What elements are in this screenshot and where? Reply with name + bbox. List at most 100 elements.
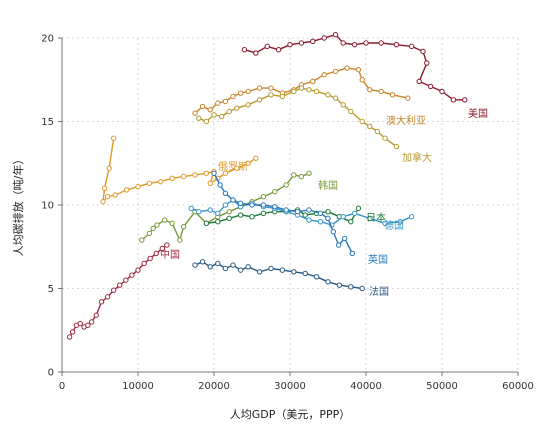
data-point [226,208,232,215]
data-point [367,87,373,93]
data-point [424,60,430,66]
data-point [325,279,331,285]
data-point [367,215,373,222]
data-point [245,102,251,108]
data-point [382,135,388,141]
data-point [408,213,415,220]
x-tick-label: 0 [59,381,65,392]
data-point [241,46,248,53]
data-point [416,78,422,85]
series-label: 法国 [369,285,389,298]
data-point [150,225,156,232]
y-tick-label: 20 [41,34,54,45]
data-point [268,85,274,91]
data-point [188,205,194,212]
series-label: 日本 [366,211,386,224]
data-point [169,220,175,227]
data-point [101,185,108,192]
x-tick-label: 40000 [350,381,382,392]
data-point [253,50,259,56]
data-point [207,107,213,113]
data-point [351,41,358,48]
data-point [85,322,91,328]
data-point [169,175,175,181]
data-point [340,102,346,108]
data-point [104,294,111,300]
data-point [268,265,274,272]
data-point [344,65,350,71]
series-label: 美国 [468,107,488,120]
data-point [275,46,282,53]
series-label: 俄罗斯 [218,160,248,173]
x-tick-label: 30000 [274,381,306,392]
data-point [306,170,312,176]
data-point [147,255,153,262]
data-point [306,207,312,213]
data-point [207,180,213,186]
data-point [397,219,403,225]
series-label: 韩国 [318,179,338,192]
data-point [355,67,362,73]
x-tick-label: 50000 [426,381,458,392]
data-point [77,320,83,327]
data-point [217,182,223,188]
data-point [192,110,198,116]
data-point [106,165,112,171]
series-label: 加拿大 [402,151,432,164]
data-point [135,183,141,190]
data-point [272,188,278,195]
data-point [378,40,384,46]
data-point [359,77,365,83]
series-label: 澳大利亚 [386,114,426,127]
data-point [234,165,240,171]
data-point [203,220,210,227]
data-point [66,334,73,340]
data-point [222,98,229,105]
data-point [367,123,373,130]
data-point [260,210,267,217]
data-point [298,173,305,180]
data-point [100,198,106,205]
data-point [342,235,348,242]
data-point [69,329,76,335]
data-point [405,95,411,101]
data-point [159,245,166,252]
data-point [245,88,251,95]
data-point [335,242,342,248]
data-point [393,41,400,48]
data-point [215,210,221,217]
data-point [332,95,339,101]
y-tick-label: 0 [48,368,54,379]
data-point [93,312,99,318]
data-point [218,113,225,120]
data-point [215,260,221,267]
y-tick-label: 5 [48,284,54,295]
x-tick-label: 60000 [502,381,534,392]
data-point [256,269,263,275]
data-point [317,219,324,225]
data-point [98,299,105,305]
data-point [230,197,236,203]
data-point [203,170,210,176]
data-point [374,128,381,135]
data-point [298,85,305,91]
data-point [291,172,297,178]
y-axis-title: 人均碳排放（吨/年） [11,154,25,257]
data-point [382,220,388,227]
data-point [135,267,141,273]
data-point [104,193,111,200]
y-tick-label: 15 [41,117,54,128]
data-point [313,274,320,280]
data-point [351,210,358,217]
data-point [321,35,327,41]
data-point [291,269,297,275]
data-point [279,267,286,273]
data-point [237,212,244,218]
data-point [112,192,118,198]
data-point [279,93,286,100]
data-point [302,270,308,277]
data-point [420,48,426,55]
data-point [237,267,244,273]
data-point [222,265,229,272]
